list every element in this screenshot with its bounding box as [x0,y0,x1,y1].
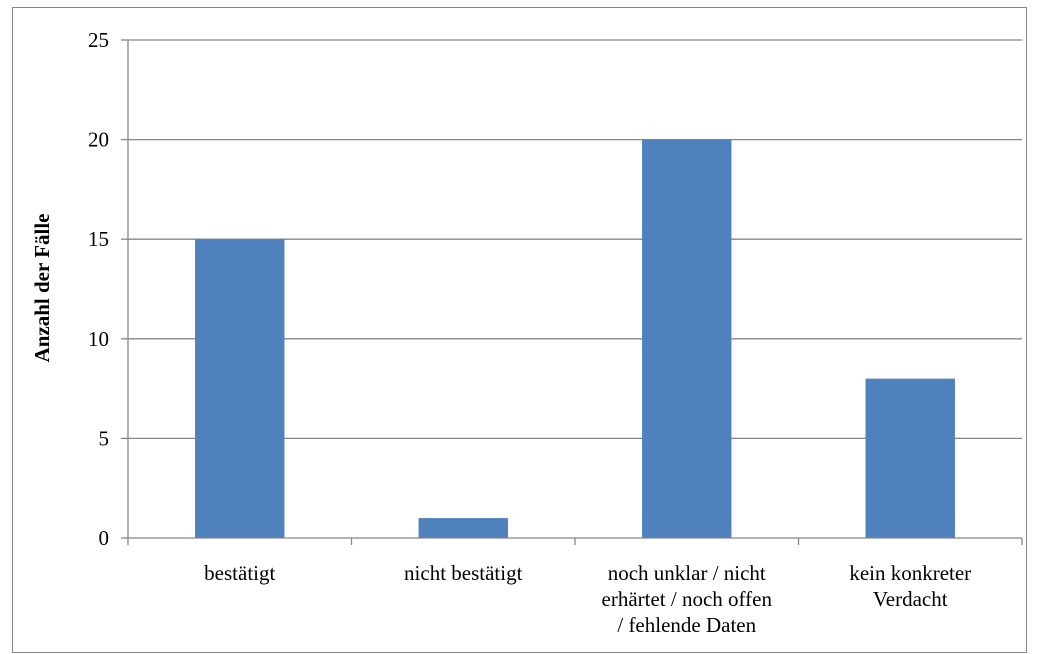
y-tick-label: 0 [99,526,110,550]
x-category-label: kein konkreter Verdacht [849,561,971,611]
y-tick-label: 15 [88,227,109,251]
bar [642,139,732,538]
category-labels: bestätigt nicht bestätigt noch unklar / ni… [204,561,971,637]
y-tick-labels: 0 5 10 15 20 25 [88,28,109,550]
x-category-label: noch unklar / nicht erhärtet / noch offen… [602,561,773,637]
bar [418,518,508,538]
bar [195,239,285,538]
chart-frame [12,7,1027,653]
bars [195,139,955,538]
y-tick-label: 25 [88,28,109,52]
x-category-label: bestätigt [204,561,275,585]
x-category-label: nicht bestätigt [404,561,523,585]
y-tick-label: 20 [88,128,109,152]
y-tick-label: 5 [99,426,110,450]
y-tick-label: 10 [88,327,109,351]
bar [865,378,955,538]
y-axis-title: Anzahl der Fälle [30,214,54,363]
axes [121,39,1023,545]
